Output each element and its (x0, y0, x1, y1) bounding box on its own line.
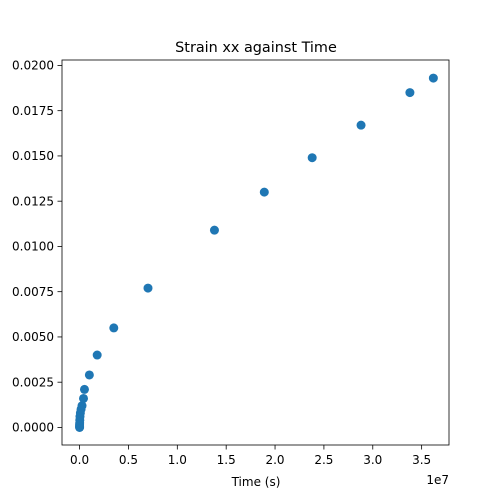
x-axis-offset-label: 1e7 (426, 473, 449, 487)
y-tick-label: 0.0025 (12, 375, 54, 389)
data-point (356, 120, 366, 130)
x-tick-label: 0.5 (119, 453, 138, 467)
data-point (259, 187, 269, 197)
y-tick-label: 0.0175 (12, 104, 54, 118)
data-point (143, 283, 153, 293)
axes-frame (61, 59, 450, 446)
data-point (79, 384, 89, 394)
data-point (405, 88, 415, 98)
data-points (75, 73, 438, 432)
data-point (109, 323, 119, 333)
y-tick-label: 0.0125 (12, 194, 54, 208)
y-tick-label: 0.0075 (12, 285, 54, 299)
data-point (77, 401, 87, 411)
y-axis-ticks: 0.0000 0.0025 0.0050 0.0075 0.0100 0.0125 0.01… (12, 59, 62, 435)
x-axis-title: Time (s) (231, 475, 281, 489)
y-tick-label: 0.0000 (12, 421, 54, 435)
x-tick-label: 2.0 (265, 453, 284, 467)
x-tick-label: 2.5 (314, 453, 333, 467)
x-axis-ticks: 0.0 0.5 1.0 1.5 2.0 2.5 3.0 3.5 (70, 445, 431, 467)
x-tick-label: 1.0 (168, 453, 187, 467)
chart-title: Strain xx against Time (175, 40, 337, 56)
x-tick-label: 3.5 (412, 453, 431, 467)
y-tick-label: 0.0050 (12, 330, 54, 344)
data-point (307, 153, 317, 163)
y-tick-label: 0.0150 (12, 149, 54, 163)
x-tick-label: 1.5 (217, 453, 236, 467)
data-point (79, 393, 88, 403)
x-tick-label: 3.0 (363, 453, 382, 467)
data-point (428, 73, 438, 83)
data-point (84, 370, 94, 380)
data-point (92, 350, 102, 360)
x-tick-label: 0.0 (70, 453, 89, 467)
data-point (209, 225, 219, 235)
y-tick-label: 0.0200 (12, 59, 54, 73)
y-tick-label: 0.0100 (12, 240, 54, 254)
